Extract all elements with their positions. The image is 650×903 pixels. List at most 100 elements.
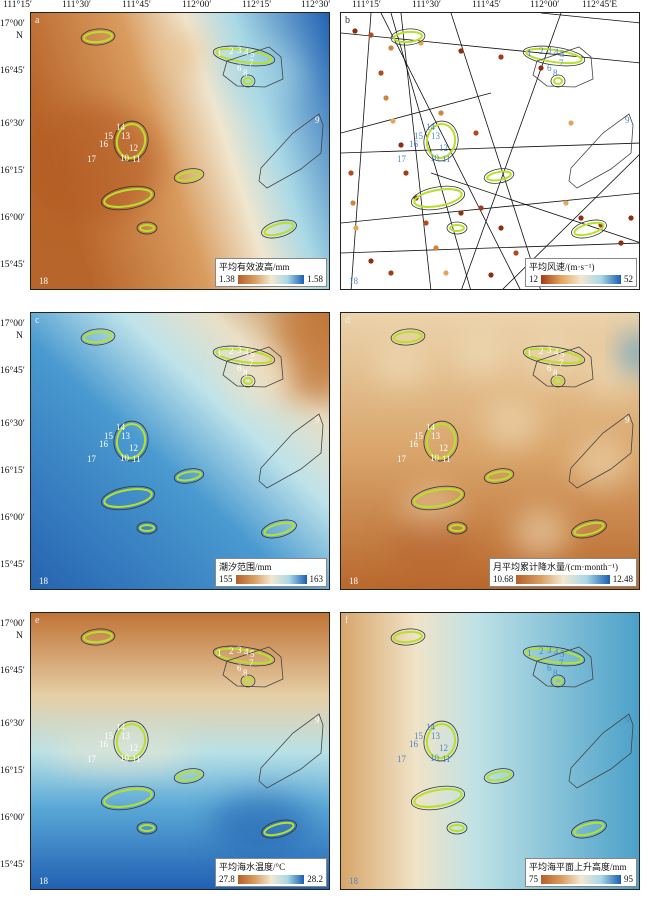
wind-station <box>513 250 519 256</box>
site-label: 15 <box>414 731 424 741</box>
site-label: 2 <box>229 346 234 356</box>
site-label: 8 <box>553 668 558 678</box>
site-label: 9 <box>625 415 630 425</box>
reef-outline <box>571 519 607 539</box>
reef-outline <box>550 374 566 388</box>
x-tick: 111°15′ <box>3 0 32 10</box>
reef-flat <box>553 377 563 385</box>
wind-station <box>498 225 504 231</box>
site-label: 11 <box>442 754 451 764</box>
site-label: 12 <box>129 743 138 753</box>
site-label: 10 <box>430 453 440 463</box>
legend-title: 平均海平面上升高度/mm <box>529 862 627 872</box>
x-tick: 112°45′E <box>582 0 618 10</box>
wind-station <box>438 110 444 116</box>
site-label: 6 <box>237 663 242 673</box>
bank-outline <box>532 346 594 388</box>
site-label: 15 <box>104 131 114 141</box>
bank-outline <box>258 713 324 789</box>
site-label: 1 <box>217 48 222 58</box>
site-label: 8 <box>243 668 248 678</box>
reef-outline <box>212 345 276 367</box>
bank-outline <box>258 113 324 189</box>
reef-outline <box>423 720 459 762</box>
site-label: 4 <box>554 47 559 57</box>
wind-track <box>461 13 562 289</box>
site-label: 6 <box>237 363 242 373</box>
reef-layer <box>80 328 324 539</box>
reef-flat <box>243 377 253 385</box>
site-label: 11 <box>442 454 451 464</box>
reef-flat <box>425 123 457 159</box>
reef-outline <box>446 821 468 835</box>
panel-e: 1 2 3 4 5 6 7 8 9 10 11 12 13 14 15 16 17 18 e 平均海水温度/°C 27.… <box>30 612 330 890</box>
y-tick: 16°45′ <box>0 66 25 76</box>
site-label: 16 <box>409 139 419 149</box>
site-label: 18 <box>349 876 359 886</box>
site-label: 14 <box>426 422 436 432</box>
wind-station <box>563 200 569 206</box>
colorbar-legend: 月平均累计降水量/(cm·month⁻¹) 10.68 12.48 <box>489 558 637 587</box>
wind-station <box>473 130 479 136</box>
wind-station <box>353 225 359 231</box>
reef-flat <box>115 423 147 459</box>
site-label: 18 <box>39 876 49 886</box>
reef-outline <box>522 45 586 67</box>
reef-flat <box>243 77 253 85</box>
legend-title: 平均海水温度/°C <box>219 862 286 872</box>
reef-flat <box>176 470 202 482</box>
reef-flat <box>486 770 512 782</box>
reef-flat <box>215 647 273 665</box>
reef-flat <box>525 347 583 365</box>
legend-max: 28.2 <box>307 874 323 884</box>
reef-flat <box>413 488 463 508</box>
legend-min: 10.68 <box>493 574 514 584</box>
x-tick: 111°45′ <box>472 0 501 10</box>
reef-outline <box>100 785 156 811</box>
site-label: 4 <box>554 647 559 657</box>
legend-min: 1.38 <box>219 274 235 284</box>
wind-station <box>488 272 494 278</box>
x-tick: 112°30′ <box>301 0 331 10</box>
y-tick: 16°30′ <box>0 719 25 729</box>
reef-outline <box>136 221 158 235</box>
legend-min: 75 <box>529 874 538 884</box>
site-label: 16 <box>99 439 109 449</box>
reef-outline <box>390 328 426 346</box>
reef-flat <box>413 788 463 808</box>
y-tick: 16°15′ <box>0 166 25 176</box>
bank-outline <box>222 346 284 388</box>
reef-flat <box>486 470 512 482</box>
site-label: 10 <box>120 753 130 763</box>
reef-flat <box>215 347 273 365</box>
site-label: 9 <box>625 115 630 125</box>
colorbar-legend: 潮汐范围/mm 155 163 <box>215 558 327 587</box>
wind-track <box>400 13 432 289</box>
reef-flat <box>573 521 605 537</box>
x-tick: 112°15′ <box>242 0 272 10</box>
y-tick: 17°00′ <box>0 619 25 629</box>
reef-flat <box>486 170 512 182</box>
raster-field <box>341 613 639 889</box>
site-label: 5 <box>560 649 565 659</box>
panel-letter: e <box>35 615 40 626</box>
reef-outline <box>212 645 276 667</box>
site-label: 13 <box>121 131 131 141</box>
legend-max: 163 <box>309 574 324 584</box>
legend-title: 平均有效波高/mm <box>219 262 290 272</box>
wind-station <box>568 120 574 126</box>
panel-letter: c <box>35 315 40 326</box>
reef-outline <box>136 821 158 835</box>
site-label: 3 <box>547 345 552 355</box>
site-label: 18 <box>39 276 49 286</box>
wind-track <box>502 154 639 289</box>
reef-flat <box>263 521 295 537</box>
reef-outline <box>410 185 466 211</box>
site-label: 5 <box>250 349 255 359</box>
site-label: 4 <box>554 347 559 357</box>
site-label: 12 <box>129 443 138 453</box>
reef-outline <box>136 521 158 535</box>
reef-flat <box>449 524 465 532</box>
